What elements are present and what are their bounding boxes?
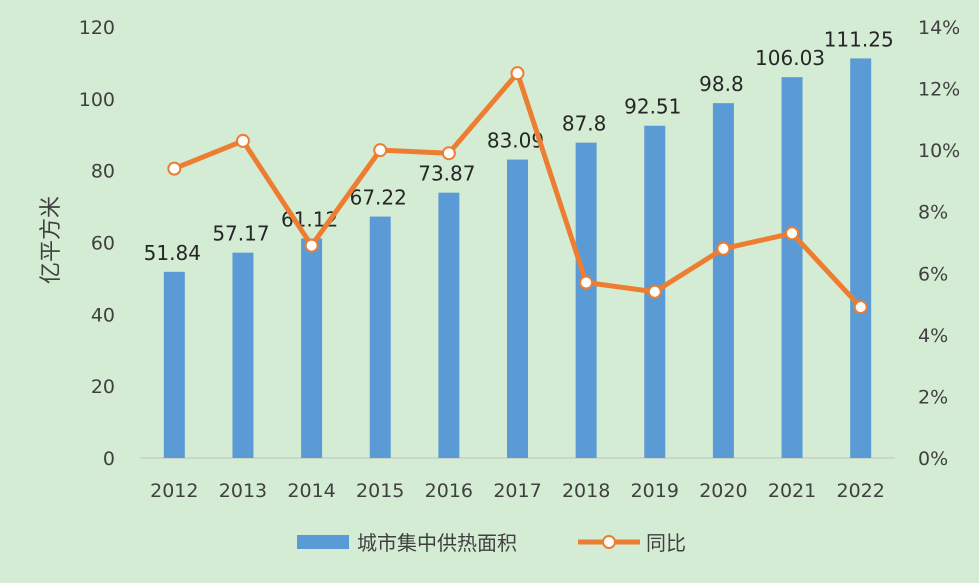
legend-bar-swatch [297,535,349,549]
left-y-tick-label: 120 [79,17,115,39]
yoy-point [647,284,662,299]
left-y-tick-label: 20 [91,376,115,398]
x-tick-label: 2022 [837,480,885,502]
yoy-point [373,143,388,158]
bar [507,159,528,458]
yoy-point [510,66,525,81]
right-y-tick-label: 0% [918,448,948,470]
y-axis-title: 亿平方米 [39,196,64,284]
bar-value-label: 106.03 [755,46,825,70]
bar [712,103,734,458]
x-tick-label: 2015 [356,480,404,502]
line-series [167,66,868,315]
yoy-point [785,226,800,241]
x-tick-label: 2017 [493,480,541,502]
x-tick-label: 2013 [219,480,267,502]
yoy-point [304,238,319,253]
yoy-point [441,146,456,161]
bar [301,238,323,458]
right-y-tick-label: 8% [918,202,948,224]
yoy-point [853,300,868,315]
bar [781,77,803,458]
x-tick-label: 2019 [631,480,679,502]
left-y-tick-label: 100 [79,89,115,111]
left-y-tick-label: 80 [91,161,115,183]
left-y-tick-label: 40 [91,304,115,326]
bar [850,58,872,458]
bar-value-label: 57.17 [212,222,269,246]
right-y-tick-label: 10% [918,140,960,162]
bar [438,192,460,458]
bar-value-label: 73.87 [418,162,475,186]
right-y-tick-label: 14% [918,17,960,39]
bar [232,252,254,458]
right-y-axis: 0% 2% 4% 6% 8% 10% 12% 14% [918,17,960,470]
right-y-tick-label: 4% [918,325,948,347]
x-axis: 2012 2013 2014 2015 2016 2017 2018 2019 2020 2021… [150,480,885,502]
legend-bar-label: 城市集中供热面积 [357,531,517,555]
right-y-tick-label: 12% [918,79,960,101]
bar [163,271,185,458]
left-y-tick-label: 60 [91,233,115,255]
bar-value-label: 92.51 [624,95,681,119]
bar-value-label: 98.8 [699,72,744,96]
x-tick-label: 2012 [150,480,198,502]
x-tick-label: 2021 [768,480,816,502]
legend-line-marker [602,535,616,549]
bar-value-label: 87.8 [562,112,607,136]
bar [369,216,391,458]
left-y-axis: 0 20 40 60 80 100 120 [79,17,115,470]
legend: 城市集中供热面积 同比 [297,531,686,555]
yoy-point [716,241,731,256]
yoy-point [235,133,250,148]
bar [575,142,597,458]
right-y-tick-label: 6% [918,263,948,285]
bar-value-label: 111.25 [824,27,894,51]
left-y-tick-label: 0 [103,448,115,470]
yoy-point [579,275,594,290]
x-tick-label: 2014 [287,480,335,502]
bar-value-label: 67.22 [350,186,407,210]
x-tick-label: 2018 [562,480,610,502]
x-tick-label: 2020 [699,480,747,502]
x-tick-label: 2016 [425,480,473,502]
yoy-point [167,161,182,176]
legend-line-label: 同比 [646,531,686,555]
bar-value-label: 51.84 [144,241,201,265]
right-y-tick-label: 2% [918,386,948,408]
